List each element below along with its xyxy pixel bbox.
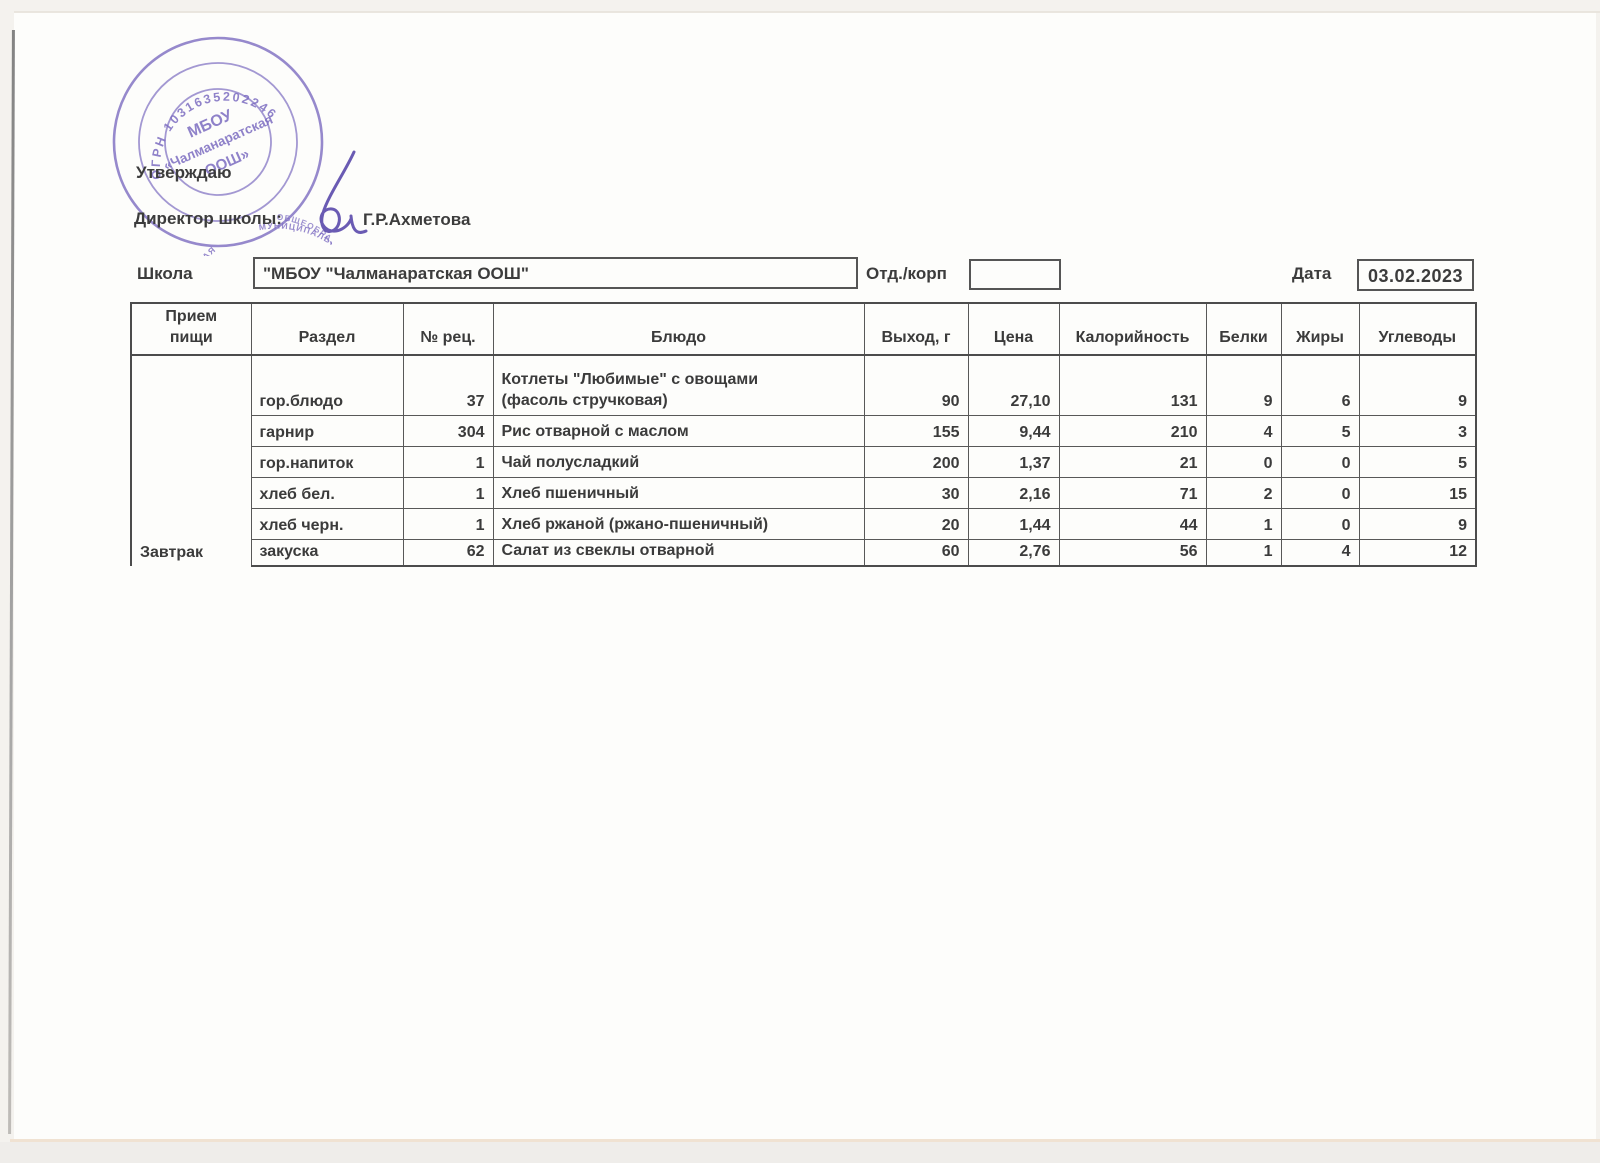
cell-carbs: 9: [1358, 507, 1477, 540]
director-signature-icon: [319, 150, 368, 234]
table-row: гарнир 304 Рис отварной с маслом 155 9,4…: [131, 414, 1477, 447]
cell-price: 9,44: [967, 414, 1060, 447]
cell-price: 2,16: [967, 476, 1060, 509]
cell-section: гор.напиток: [250, 445, 404, 478]
cell-dish: Хлеб ржаной (ржано-пшеничный): [492, 507, 865, 540]
cell-price: 27,10: [967, 354, 1060, 416]
cell-recipe: 1: [402, 507, 494, 540]
cell-calories: 56: [1058, 538, 1207, 567]
cell-weight: 90: [863, 354, 969, 416]
table-row: Завтрак гор.блюдо 37 Котлеты "Любимые" с…: [130, 354, 1477, 566]
table-row: хлеб бел. 1 Хлеб пшеничный 30 2,16 71 2 …: [131, 476, 1477, 509]
cell-dish: Хлеб пшеничный: [492, 476, 865, 509]
col-header-recipe: № рец.: [402, 302, 494, 356]
cell-weight: 155: [863, 414, 969, 447]
col-header-meal: Прием пищи: [130, 302, 252, 356]
cell-dish: Чай полусладкий: [492, 445, 865, 478]
cell-fat: 6: [1280, 354, 1360, 416]
cell-price: 2,76: [967, 538, 1060, 567]
cell-section: гарнир: [250, 414, 404, 447]
cell-calories: 71: [1058, 476, 1207, 509]
col-header-fat: Жиры: [1280, 302, 1360, 356]
cell-weight: 30: [863, 476, 969, 509]
cell-fat: 0: [1280, 507, 1360, 540]
cell-dish: Салат из свеклы отварной: [492, 538, 865, 567]
scan-edge-top: [14, 11, 1600, 13]
cell-fat: 5: [1280, 414, 1360, 447]
date-label: Дата: [1292, 264, 1332, 283]
school-field-box: "МБОУ "Чалманаратская ООШ": [253, 257, 858, 289]
table-row: гор.напиток 1 Чай полусладкий 200 1,37 2…: [131, 445, 1477, 478]
cell-price: 1,44: [967, 507, 1060, 540]
col-header-calories: Калорийность: [1058, 302, 1207, 356]
director-name: Г.Р.Ахметова: [363, 210, 471, 229]
col-header-section: Раздел: [250, 302, 404, 356]
cell-recipe: 1: [402, 445, 494, 478]
cell-protein: 4: [1205, 414, 1282, 447]
col-header-price: Цена: [967, 302, 1060, 356]
cell-carbs: 3: [1358, 414, 1477, 447]
cell-fat: 0: [1280, 476, 1360, 509]
cell-calories: 210: [1058, 414, 1207, 447]
cell-calories: 44: [1058, 507, 1207, 540]
school-stamp-icon: МУНИЦИПАЛЬНОЕ БЮДЖЕТНОЕ ОБЩЕОБРАЗОВАТЕЛЬ…: [112, 36, 332, 256]
cell-protein: 9: [1205, 354, 1282, 416]
cell-protein: 2: [1205, 476, 1282, 509]
paper-sheet: [14, 12, 1596, 1140]
cell-carbs: 9: [1358, 354, 1477, 416]
col-header-protein: Белки: [1205, 302, 1282, 356]
cell-section: хлеб черн.: [250, 507, 404, 540]
cell-section: гор.блюдо: [250, 354, 404, 416]
approve-label: Утверждаю: [136, 163, 232, 182]
cell-price: 1,37: [967, 445, 1060, 478]
cell-dish: Котлеты "Любимые" с овощами (фасоль стру…: [492, 354, 865, 416]
cell-recipe: 62: [402, 538, 494, 567]
cell-fat: 0: [1280, 445, 1360, 478]
cell-recipe: 37: [402, 354, 494, 416]
dept-value: [971, 261, 1059, 288]
scan-edge-bottom: [10, 1139, 1600, 1142]
cell-section: закуска: [250, 538, 404, 567]
cell-carbs: 12: [1358, 538, 1477, 567]
cell-recipe: 1: [402, 476, 494, 509]
cell-weight: 200: [863, 445, 969, 478]
dept-field-box: [969, 259, 1061, 290]
col-header-dish: Блюдо: [492, 302, 865, 356]
cell-dish: Рис отварной с маслом: [492, 414, 865, 447]
cell-carbs: 15: [1358, 476, 1477, 509]
cell-protein: 1: [1205, 507, 1282, 540]
cell-fat: 4: [1280, 538, 1360, 567]
date-field-box: 03.02.2023: [1357, 259, 1474, 291]
director-label: Директор школы:: [134, 209, 282, 228]
table-row: закуска 62 Салат из свеклы отварной 60 2…: [131, 538, 1477, 567]
cell-weight: 60: [863, 538, 969, 567]
table-header-row: Прием пищи Раздел № рец. Блюдо Выход, г …: [130, 302, 1477, 356]
cell-carbs: 5: [1358, 445, 1477, 478]
school-label: Школа: [137, 264, 193, 283]
scan-background-strip: [0, 1142, 1600, 1163]
school-value: "МБОУ "Чалманаратская ООШ": [263, 264, 529, 283]
menu-table: Прием пищи Раздел № рец. Блюдо Выход, г …: [130, 302, 1477, 567]
col-header-weight: Выход, г: [863, 302, 969, 356]
cell-weight: 20: [863, 507, 969, 540]
meal-cell: Завтрак: [130, 354, 252, 566]
cell-protein: 0: [1205, 445, 1282, 478]
cell-protein: 1: [1205, 538, 1282, 567]
col-header-carbs: Углеводы: [1358, 302, 1477, 356]
date-value: 03.02.2023: [1367, 266, 1464, 286]
dept-label: Отд./корп: [866, 264, 947, 283]
cell-recipe: 304: [402, 414, 494, 447]
table-row: хлеб черн. 1 Хлеб ржаной (ржано-пшеничны…: [131, 507, 1477, 540]
cell-section: хлеб бел.: [250, 476, 404, 509]
cell-calories: 131: [1058, 354, 1207, 416]
cell-calories: 21: [1058, 445, 1207, 478]
